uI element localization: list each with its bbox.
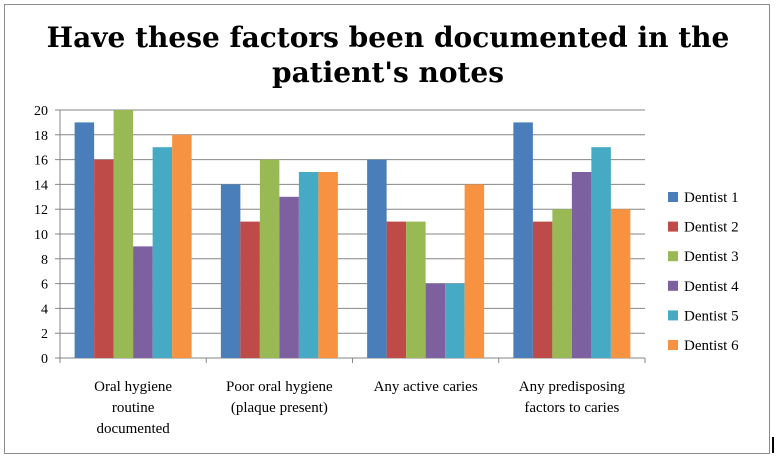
bar-chart: Have these factors been documented in th… (34, 21, 739, 437)
bar-dentist-3 (406, 221, 426, 358)
x-category-label-line: routine (112, 400, 155, 416)
x-category-label: Any active caries (374, 379, 478, 395)
chart-frame: Have these factors been documented in th… (4, 4, 770, 454)
legend-swatch (668, 340, 678, 350)
y-tick-label: 12 (34, 203, 48, 218)
x-category-label: Any predisposing factors to caries (519, 379, 626, 416)
y-tick-label: 8 (41, 253, 48, 268)
y-tick-label: 2 (41, 327, 48, 342)
bar-dentist-1 (74, 122, 95, 359)
legend-swatch (668, 280, 678, 291)
legend-swatch (668, 192, 678, 202)
legend-label: Dentist 2 (684, 220, 739, 236)
legend-label: Dentist 6 (684, 338, 739, 354)
chart-title-line: Have these factors been documented in th… (47, 21, 730, 54)
legend-label: Dentist 5 (684, 308, 739, 324)
y-tick-label: 16 (34, 154, 48, 169)
bar-dentist-3 (113, 110, 134, 358)
bar-dentist-1 (367, 159, 387, 358)
bar-dentist-2 (94, 159, 114, 358)
bar-dentist-1 (513, 122, 533, 359)
chart-title: Have these factors been documented in th… (47, 21, 730, 89)
bar-dentist-4 (571, 172, 592, 358)
x-category-label: Poor oral hygiene (plaque present) (226, 379, 333, 416)
bar-dentist-4 (425, 283, 446, 358)
y-tick-label: 10 (34, 228, 48, 243)
bar-dentist-6 (610, 209, 631, 358)
x-category-label-line: Any active caries (374, 379, 478, 395)
bar-dentist-5 (298, 172, 319, 358)
legend-swatch (668, 251, 678, 262)
bar-dentist-5 (445, 283, 465, 358)
bar-dentist-1 (220, 184, 241, 358)
bar-dentist-2 (532, 221, 553, 358)
y-tick-label: 20 (34, 104, 48, 119)
x-category-label-line: (plaque present) (231, 400, 328, 416)
bar-dentist-4 (279, 196, 299, 358)
y-tick-label: 18 (34, 129, 48, 144)
x-category-label-line: factors to caries (524, 400, 619, 416)
y-tick-label: 6 (41, 278, 48, 293)
y-tick-label: 4 (41, 302, 48, 317)
x-category-label-line: Oral hygiene (94, 379, 172, 395)
y-tick-label: 14 (34, 178, 48, 193)
bar-dentist-6 (172, 134, 192, 358)
bar-dentist-6 (318, 172, 338, 358)
legend-label: Dentist 4 (684, 279, 739, 295)
y-tick-label: 0 (41, 352, 48, 367)
legend-label: Dentist 1 (684, 190, 739, 206)
bar-dentist-4 (133, 246, 153, 358)
legend-swatch (668, 221, 678, 232)
bar-dentist-5 (152, 147, 173, 358)
bar-dentist-6 (464, 184, 485, 358)
legend-swatch (668, 310, 678, 321)
bar-dentist-2 (240, 221, 260, 358)
bar-dentist-5 (591, 147, 611, 358)
edge-mark (772, 437, 774, 453)
x-category-label-line: Any predisposing (519, 379, 626, 395)
x-category-label-line: Poor oral hygiene (226, 379, 333, 395)
bar-dentist-3 (259, 159, 280, 358)
legend-label: Dentist 3 (684, 249, 739, 265)
x-category-label-line: documented (96, 421, 170, 437)
bar-dentist-3 (552, 209, 572, 358)
x-category-label: Oral hygiene routine documented (94, 379, 172, 437)
bar-dentist-2 (386, 221, 407, 358)
chart-title-line: patient's notes (272, 56, 504, 89)
